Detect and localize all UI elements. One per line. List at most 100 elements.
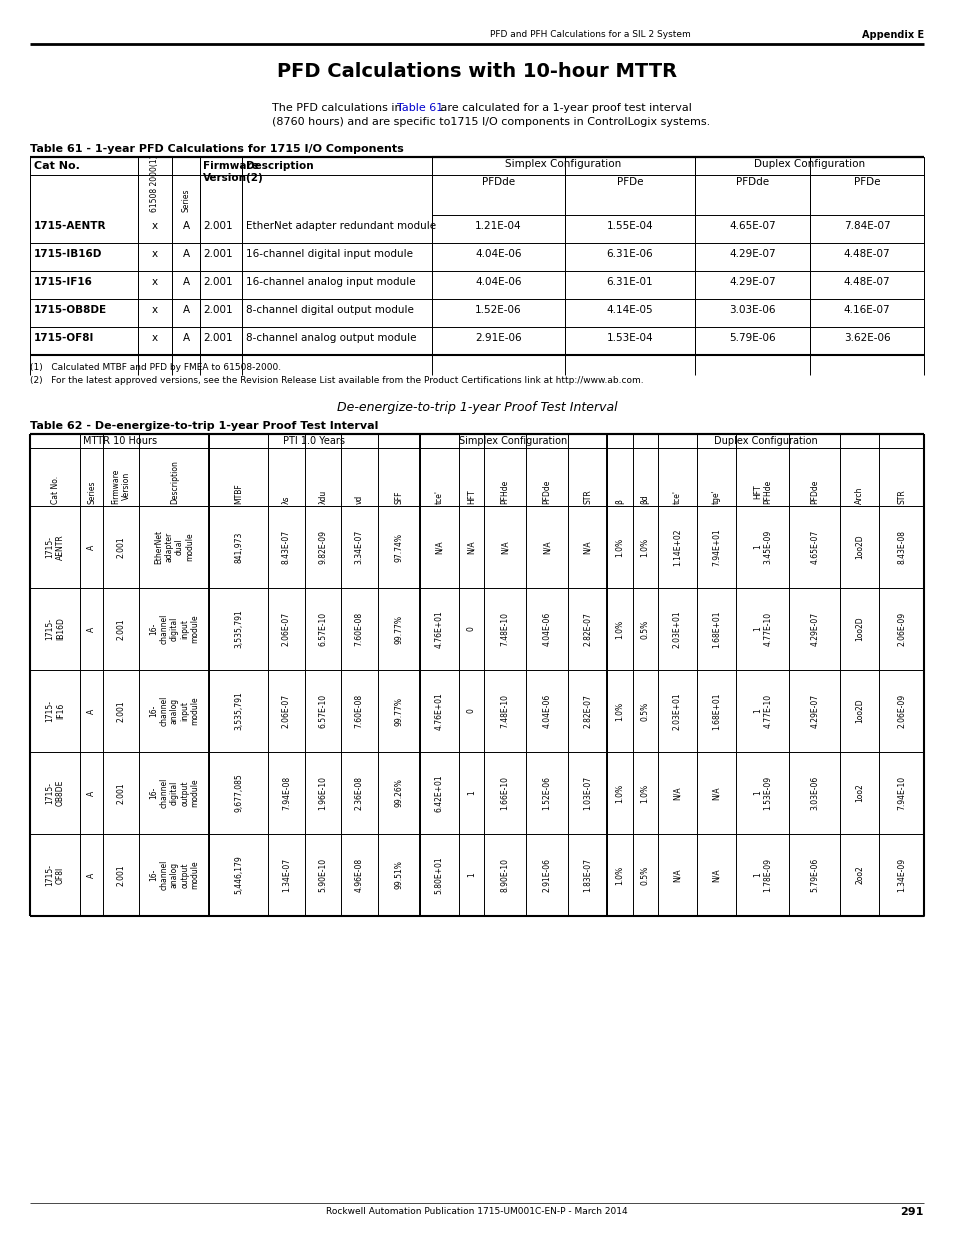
Text: Description: Description xyxy=(246,161,314,170)
Text: Description: Description xyxy=(170,461,178,504)
Text: 6.57E-10: 6.57E-10 xyxy=(318,611,327,646)
Text: 7.94E-08: 7.94E-08 xyxy=(282,776,291,810)
Text: Simplex Configuration: Simplex Configuration xyxy=(505,159,621,169)
Text: 6.31E-06: 6.31E-06 xyxy=(606,249,653,259)
Text: 7.94E+01: 7.94E+01 xyxy=(711,529,720,566)
Text: 7.60E-08: 7.60E-08 xyxy=(355,694,363,729)
Text: 1.34E-09: 1.34E-09 xyxy=(896,858,905,892)
Text: 6.31E-01: 6.31E-01 xyxy=(606,277,653,287)
Text: 99.77%: 99.77% xyxy=(394,697,402,725)
Text: tce': tce' xyxy=(435,490,443,504)
Text: 1
1.53E-09: 1 1.53E-09 xyxy=(752,776,772,810)
Text: HFT: HFT xyxy=(466,489,476,504)
Text: Duplex Configuration: Duplex Configuration xyxy=(753,159,864,169)
Text: 1.66E-10: 1.66E-10 xyxy=(500,776,509,810)
Text: 1.03E-07: 1.03E-07 xyxy=(582,776,592,810)
Text: A: A xyxy=(87,709,96,714)
Text: 1.0%: 1.0% xyxy=(615,537,624,557)
Text: 1.68E+01: 1.68E+01 xyxy=(711,693,720,730)
Text: 3,535,791: 3,535,791 xyxy=(234,610,243,648)
Text: 2.001: 2.001 xyxy=(203,333,233,343)
Text: MTBF: MTBF xyxy=(234,483,243,504)
Text: 1.0%: 1.0% xyxy=(615,866,624,884)
Text: 1.34E-07: 1.34E-07 xyxy=(282,858,291,892)
Text: 1.96E-10: 1.96E-10 xyxy=(318,776,327,810)
Text: 3.34E-07: 3.34E-07 xyxy=(355,530,363,564)
Text: 1.52E-06: 1.52E-06 xyxy=(475,305,521,315)
Text: 5.79E-06: 5.79E-06 xyxy=(728,333,775,343)
Text: 1.0%: 1.0% xyxy=(615,620,624,638)
Text: 16-channel digital input module: 16-channel digital input module xyxy=(246,249,413,259)
Text: 4.14E-05: 4.14E-05 xyxy=(606,305,653,315)
Text: N/A: N/A xyxy=(500,540,509,553)
Text: x: x xyxy=(152,305,158,315)
Text: are calculated for a 1-year proof test interval: are calculated for a 1-year proof test i… xyxy=(436,103,691,112)
Text: A: A xyxy=(182,249,190,259)
Text: PFDe: PFDe xyxy=(616,177,642,186)
Text: 0: 0 xyxy=(466,709,476,714)
Text: 1
4.77E-10: 1 4.77E-10 xyxy=(752,611,772,646)
Text: 1.0%: 1.0% xyxy=(640,537,649,557)
Text: PFDde: PFDde xyxy=(809,479,819,504)
Text: Series: Series xyxy=(181,189,191,212)
Text: 2.001: 2.001 xyxy=(116,619,126,640)
Text: 1oo2D: 1oo2D xyxy=(854,616,863,641)
Text: N/A: N/A xyxy=(466,540,476,553)
Text: EtherNet adapter redundant module: EtherNet adapter redundant module xyxy=(246,221,436,231)
Text: SFF: SFF xyxy=(394,490,402,504)
Text: 2.001: 2.001 xyxy=(116,536,126,558)
Text: 7.48E-10: 7.48E-10 xyxy=(500,613,509,646)
Text: 1715-IB16D: 1715-IB16D xyxy=(34,249,102,259)
Text: PFDde: PFDde xyxy=(735,177,768,186)
Text: STR: STR xyxy=(582,489,592,504)
Text: 8.43E-07: 8.43E-07 xyxy=(282,530,291,564)
Text: PFHde: PFHde xyxy=(500,479,509,504)
Text: PTI 1.0 Years: PTI 1.0 Years xyxy=(283,436,345,446)
Text: 2.001: 2.001 xyxy=(116,782,126,804)
Text: Table 62 - De-energize-to-trip 1-year Proof Test Interval: Table 62 - De-energize-to-trip 1-year Pr… xyxy=(30,421,378,431)
Text: 4.29E-07: 4.29E-07 xyxy=(728,249,775,259)
Text: 1oo2D: 1oo2D xyxy=(854,535,863,559)
Text: 3,535,791: 3,535,791 xyxy=(234,692,243,730)
Text: The PFD calculations in: The PFD calculations in xyxy=(272,103,405,112)
Text: N/A: N/A xyxy=(711,868,720,882)
Text: 99.51%: 99.51% xyxy=(394,861,402,889)
Text: 1.21E-04: 1.21E-04 xyxy=(475,221,521,231)
Text: (8760 hours) and are specific to1715 I/O components in ControlLogix systems.: (8760 hours) and are specific to1715 I/O… xyxy=(272,117,709,127)
Text: 4.48E-07: 4.48E-07 xyxy=(842,277,889,287)
Text: 6.42E+01: 6.42E+01 xyxy=(435,774,443,811)
Text: A: A xyxy=(182,221,190,231)
Text: 2.06E-09: 2.06E-09 xyxy=(896,694,905,729)
Text: βd: βd xyxy=(640,494,649,504)
Text: 5.79E-06: 5.79E-06 xyxy=(809,858,819,892)
Text: N/A: N/A xyxy=(672,868,681,882)
Text: (1)   Calculated MTBF and PFD by FMEA to 61508-2000.: (1) Calculated MTBF and PFD by FMEA to 6… xyxy=(30,363,281,372)
Text: 0.5%: 0.5% xyxy=(640,866,649,884)
Text: De-energize-to-trip 1-year Proof Test Interval: De-energize-to-trip 1-year Proof Test In… xyxy=(336,401,617,414)
Text: x: x xyxy=(152,333,158,343)
Text: 2.36E-08: 2.36E-08 xyxy=(355,776,363,810)
Text: 1: 1 xyxy=(466,790,476,795)
Text: 5.90E-10: 5.90E-10 xyxy=(318,858,327,892)
Text: 1oo2D: 1oo2D xyxy=(854,699,863,724)
Text: 0: 0 xyxy=(466,626,476,631)
Text: A: A xyxy=(87,545,96,550)
Text: 1715-OB8DE: 1715-OB8DE xyxy=(34,305,107,315)
Text: 8-channel digital output module: 8-channel digital output module xyxy=(246,305,414,315)
Text: EtherNet
adapter
dual
module: EtherNet adapter dual module xyxy=(154,530,194,564)
Text: 2.03E+01: 2.03E+01 xyxy=(672,610,681,648)
Text: β: β xyxy=(615,499,624,504)
Text: A: A xyxy=(87,626,96,631)
Text: 1715-
OB8DE: 1715- OB8DE xyxy=(46,779,65,806)
Text: Table 61: Table 61 xyxy=(396,103,443,112)
Text: 1.14E+02: 1.14E+02 xyxy=(672,529,681,566)
Text: 1.53E-04: 1.53E-04 xyxy=(606,333,653,343)
Text: Arch: Arch xyxy=(854,487,863,504)
Text: 61508 2000(1): 61508 2000(1) xyxy=(151,156,159,212)
Text: 6.57E-10: 6.57E-10 xyxy=(318,694,327,729)
Text: 16-
channel
digital
input
module: 16- channel digital input module xyxy=(149,614,199,645)
Text: Firmware
Version(2): Firmware Version(2) xyxy=(203,161,263,183)
Text: 2.91E-06: 2.91E-06 xyxy=(542,858,551,892)
Text: 97.74%: 97.74% xyxy=(394,532,402,562)
Text: 841,973: 841,973 xyxy=(234,531,243,563)
